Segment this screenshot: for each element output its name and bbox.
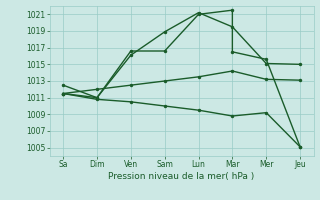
X-axis label: Pression niveau de la mer( hPa ): Pression niveau de la mer( hPa )	[108, 172, 255, 181]
